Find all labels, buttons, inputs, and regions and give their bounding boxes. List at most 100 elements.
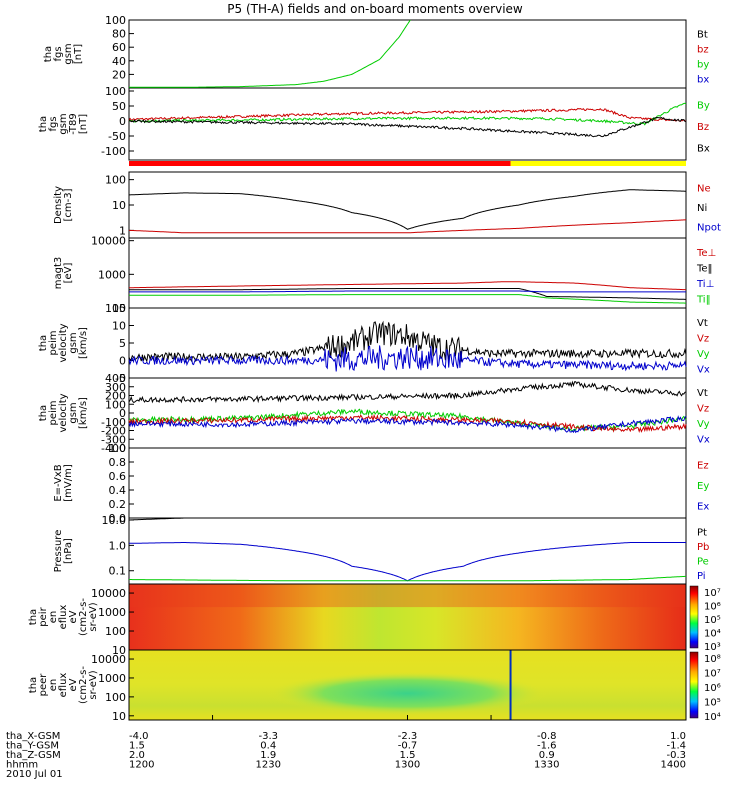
ylabel-density-0: Density (53, 186, 64, 224)
ytick-label-fgl-1: 50 (112, 100, 126, 113)
ytick-label-density-1: 10 (112, 199, 126, 212)
legend-density-0: Ne (697, 184, 711, 195)
colorbar-ele_spec (689, 651, 699, 719)
ylabel-fgs-3: [nT] (73, 44, 84, 64)
series-temperature-8 (129, 290, 686, 293)
series-temperature-9 (129, 294, 686, 304)
series-pressure-16 (128, 542, 686, 582)
figure-title: P5 (TH-A) fields and on-board moments ov… (227, 2, 523, 16)
footer-value-3-1: 1230 (256, 760, 281, 771)
ytick-label-pressure-0: 10.0 (102, 514, 127, 527)
legend-temperature-0: Te⊥ (696, 248, 716, 259)
footer-value-2-0: 2.0 (129, 750, 145, 761)
series-fgl-2 (129, 102, 687, 126)
footer-value-0-2: -2.3 (398, 731, 418, 742)
colorbar-label-ion_spec-3: 10⁴ (704, 629, 721, 640)
series-fgl-3 (128, 116, 687, 138)
ytick-label-vel_i-7: -300 (101, 433, 126, 446)
series-fgl-1 (128, 107, 687, 122)
legend-efield-0: Ez (697, 460, 709, 471)
ytick-label-temperature-2: 100 (105, 302, 126, 315)
legend-vel_i-2: Vy (697, 419, 710, 430)
ytick-label-vel_i-0: 400 (105, 372, 126, 385)
mode-bar-fast (129, 161, 511, 166)
ylabel-vel_i-2: velocity (58, 393, 69, 432)
ytick-label-ele_spec-1: 1000 (98, 672, 126, 685)
series-vel_i-14 (128, 413, 687, 434)
ytick-label-pressure-2: 0.1 (109, 565, 127, 578)
panel-frame-density (128, 171, 687, 239)
ytick-label-efield-3: 0.4 (109, 484, 127, 497)
ytick-label-vel_i-1: 300 (105, 381, 126, 394)
panel-frame-efield (128, 447, 687, 519)
ylabel-vel_i-4: [km/s] (78, 397, 89, 429)
ylabel-temperature-0: magt3 (53, 257, 64, 290)
legend-pressure-2: Pe (697, 556, 709, 567)
ylabel-ion_spec-3: eflux (58, 605, 69, 630)
legend-density-1: Ni (697, 203, 707, 214)
ylabel-vel_e-4: [km/s] (78, 327, 89, 359)
panel-frame-fgl (128, 87, 687, 161)
ytick-label-fgl-2: 0 (119, 115, 126, 128)
ylabel-fgl-4: [nT] (78, 114, 89, 134)
legend-temperature-2: Ti⊥ (696, 279, 714, 290)
legend-fgl-0: By (697, 101, 710, 112)
panel-frame-fgs (128, 19, 687, 89)
ylabel-ion_spec-0: tha (28, 609, 39, 625)
ylabel-ion_spec-4: eV (68, 610, 79, 623)
ytick-label-temperature-0: 10000 (91, 235, 126, 248)
ytick-label-vel_e-2: 5 (119, 337, 126, 350)
colorbar-label-ele_spec-1: 10⁷ (704, 669, 721, 680)
ytick-label-vel_i-3: 100 (105, 398, 126, 411)
ylabel-ion_spec-1: peir (38, 606, 49, 626)
series-temperature-7 (129, 288, 686, 300)
ylabel-vel_e-3: gsm (68, 332, 79, 353)
footer-value-1-2: -0.7 (398, 741, 418, 752)
ylabel-efield-0: E=-VxB (53, 464, 64, 501)
legend-fgs-3: bx (697, 75, 709, 86)
legend-fgs-0: Bt (697, 30, 708, 41)
ytick-label-fgs-3: 40 (112, 55, 126, 68)
ylabel-ele_spec-3: eflux (58, 673, 69, 698)
colorbar-label-ele_spec-4: 10⁴ (704, 712, 721, 723)
ytick-label-ele_spec-3: 10 (112, 710, 126, 723)
ytick-label-fgl-3: -50 (108, 130, 126, 143)
ylabel-fgl-0: tha (38, 116, 49, 132)
ytick-label-efield-0: 1.0 (109, 442, 127, 455)
ylabel-efield-1: [mV/m] (63, 464, 74, 502)
series-density-5 (129, 219, 687, 234)
colorbar-label-ion_spec-1: 10⁶ (704, 602, 721, 613)
ylabel-fgs-0: tha (43, 46, 54, 62)
ytick-label-vel_e-3: 0 (119, 355, 126, 368)
footer-value-0-0: -4.0 (129, 731, 149, 742)
legend-efield-1: Ey (697, 481, 709, 492)
footer-row-label-1: tha_Y-GSM (6, 741, 59, 752)
colorbar-label-ion_spec-2: 10⁵ (704, 615, 721, 626)
footer-value-0-3: -0.8 (537, 731, 557, 742)
legend-vel_e-2: Vy (697, 349, 710, 360)
legend-pressure-3: Pi (697, 571, 706, 582)
colorbar-label-ion_spec-0: 10⁷ (704, 588, 721, 599)
ytick-label-fgl-0: 100 (105, 85, 126, 98)
ytick-label-efield-2: 0.6 (109, 470, 127, 483)
footer-value-2-3: 0.9 (539, 750, 555, 761)
colorbar-label-ele_spec-0: 10⁸ (704, 654, 721, 665)
panel-ele_spec: 10000 1000 100 10 tha peer en eflux eV (cm2-s-sr-… (28, 649, 721, 723)
ytick-label-efield-1: 0.8 (109, 456, 127, 469)
legend-pressure-1: Pb (697, 542, 709, 553)
ytick-label-fgs-4: 20 (112, 68, 126, 81)
footer-value-2-2: 1.5 (400, 750, 416, 761)
ytick-label-vel_i-8: -400 (101, 442, 126, 455)
ylabel-ion_spec-2: en (48, 611, 59, 624)
ylabel-vel_e-2: velocity (58, 323, 69, 362)
series-vel_e-11 (128, 345, 687, 372)
legend-vel_e-0: Vt (697, 318, 708, 329)
panel-density: 100 10 1 Density [cm-3] Ne Ni Npot (53, 171, 721, 239)
panel-pressure: 10.0 1.0 0.1 Pressure [nPa] Pt Pb Pe Pi (53, 514, 709, 585)
footer-value-1-3: -1.6 (537, 741, 557, 752)
ylabel-vel_i-3: gsm (68, 402, 79, 423)
ylabel-vel_i-1: peim (48, 400, 59, 425)
footer-value-2-4: -0.3 (666, 750, 686, 761)
